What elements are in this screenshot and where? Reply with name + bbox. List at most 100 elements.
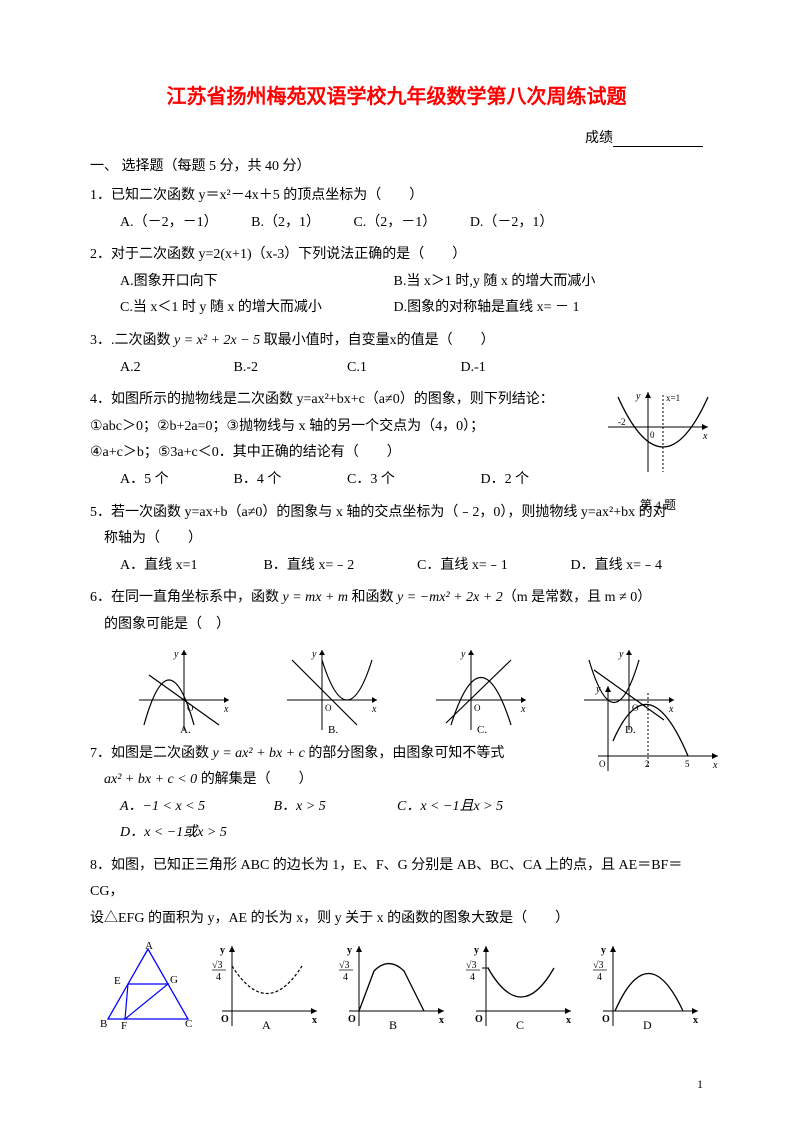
- svg-text:-2: -2: [618, 417, 626, 427]
- svg-text:C: C: [516, 1018, 524, 1031]
- svg-text:C.: C.: [477, 724, 487, 735]
- score-line: 成绩: [90, 127, 703, 147]
- score-label: 成绩: [585, 131, 613, 146]
- q6-graph-b: xy O B.: [282, 645, 382, 735]
- svg-text:4: 4: [470, 972, 475, 983]
- page-number: 1: [697, 1077, 703, 1092]
- svg-text:x: x: [312, 1015, 317, 1026]
- q3-stem: 3．.二次函数 y = x² + 2x − 5 取最小值时，自变量x的值是（ ）: [90, 328, 703, 355]
- svg-text:O: O: [348, 1014, 356, 1025]
- q2-opt-c: C.当 x＜1 时 y 随 x 的增大而减小: [120, 295, 350, 322]
- question-4: 4．如图所示的抛物线是二次函数 y=ax²+bx+c（a≠0）的图象，则下列结论…: [90, 387, 703, 493]
- svg-text:4: 4: [343, 972, 348, 983]
- svg-text:x: x: [566, 1015, 571, 1026]
- svg-text:x: x: [693, 1015, 698, 1026]
- svg-text:O: O: [475, 1014, 483, 1025]
- q2-opt-a: A.图象开口向下: [120, 269, 350, 296]
- svg-text:C: C: [185, 1018, 192, 1030]
- q5-opt-d: D．直线 x=﹣4: [571, 553, 663, 580]
- q4-graph-svg: x y x=1 -2 0: [603, 387, 713, 487]
- svg-text:O: O: [221, 1014, 229, 1025]
- q8-graph-c: x y O √34 C: [466, 941, 576, 1031]
- q7-opt-b: B．x > 5: [274, 794, 364, 821]
- svg-text:√3: √3: [593, 960, 604, 971]
- svg-text:A: A: [262, 1018, 271, 1031]
- svg-text:x: x: [702, 431, 708, 442]
- q3-pre: 3．.二次函数: [90, 333, 174, 348]
- svg-text:E: E: [114, 975, 121, 987]
- q7-line2-post: 的解集是（ ）: [197, 772, 313, 787]
- q8-figure-row: A B C E F G x y O √34 A x: [100, 941, 703, 1031]
- q6-graph-c: xy O C.: [431, 645, 531, 735]
- q5-opt-a: A．直线 x=1: [120, 553, 230, 580]
- q7-pre: 7．如图是二次函数: [90, 746, 213, 761]
- q5-options: A．直线 x=1 B．直线 x=﹣2 C．直线 x=﹣1 D．直线 x=﹣4: [120, 553, 703, 580]
- q7-options: A．−1 < x < 5 B．x > 5 C．x < −1且x > 5 D．x …: [120, 794, 703, 847]
- q1-opt-a: A.（－2，－1）: [120, 210, 218, 237]
- svg-text:y: y: [635, 391, 641, 402]
- q2-opt-b: B.当 x＞1 时,y 随 x 的增大而减小: [394, 269, 596, 296]
- q6-math1: y = mx + m: [283, 590, 349, 605]
- svg-text:B.: B.: [328, 724, 338, 735]
- q6-mid: 和函数: [348, 590, 397, 605]
- svg-text:0: 0: [650, 430, 655, 440]
- svg-text:x: x: [439, 1015, 444, 1026]
- q6-math2: y = −mx² + 2x + 2: [397, 590, 503, 605]
- svg-text:y: y: [311, 649, 317, 660]
- q3-options: A.2 B.-2 C.1 D.-1: [120, 355, 703, 382]
- q1-opt-c: C.（2，－1）: [353, 210, 436, 237]
- q5-opt-b: B．直线 x=﹣2: [264, 553, 384, 580]
- q3-opt-c: C.1: [347, 355, 427, 382]
- q7-opt-c: C．x < −1且x > 5: [397, 794, 537, 821]
- page: 江苏省扬州梅苑双语学校九年级数学第八次周练试题 成绩 一、 选择题（每题 5 分…: [0, 0, 793, 1122]
- q2-options-row2: C.当 x＜1 时 y 随 x 的增大而减小 D.图象的对称轴是直线 x= － …: [120, 295, 703, 322]
- q6-line2: 的图象可能是（ ）: [104, 612, 703, 639]
- svg-text:B: B: [389, 1018, 397, 1031]
- q5-line1: 5．若一次函数 y=ax+b（a≠0）的图象与 x 轴的交点坐标为（﹣2，0），…: [90, 500, 703, 527]
- q7-figure: x y O 2 5: [593, 681, 723, 776]
- svg-text:√3: √3: [212, 960, 223, 971]
- svg-text:y: y: [601, 945, 606, 956]
- q6-line1: 6．在同一直角坐标系中，函数 y = mx + m 和函数 y = −mx² +…: [90, 585, 703, 612]
- svg-text:G: G: [170, 974, 178, 986]
- svg-text:x: x: [223, 704, 229, 715]
- svg-text:√3: √3: [466, 960, 477, 971]
- question-2: 2．对于二次函数 y=2(x+1)（x-3）下列说法正确的是（ ） A.图象开口…: [90, 242, 703, 322]
- q4-opt-b: B．4 个: [234, 467, 314, 494]
- svg-text:y: y: [220, 945, 225, 956]
- q7-math1: y = ax² + bx + c: [213, 746, 305, 761]
- q5-line2: 称轴为（ ）: [104, 526, 703, 553]
- q8-graph-d: xy O √34 D: [593, 941, 703, 1031]
- q4-opt-d: D．2 个: [481, 467, 530, 494]
- q7-math2: ax² + bx + c < 0: [104, 772, 197, 787]
- score-blank: [613, 132, 703, 147]
- svg-text:y: y: [173, 649, 179, 660]
- section-1-heading: 一、 选择题（每题 5 分，共 40 分）: [90, 155, 703, 175]
- svg-text:4: 4: [597, 972, 602, 983]
- svg-text:F: F: [121, 1020, 127, 1031]
- q4-opt-c: C．3 个: [347, 467, 447, 494]
- q3-opt-d: D.-1: [461, 355, 486, 382]
- q8-line2: 设△EFG 的面积为 y，AE 的长为 x，则 y 关于 x 的函数的图象大致是…: [90, 906, 703, 933]
- svg-text:O: O: [602, 1014, 610, 1025]
- svg-text:y: y: [618, 649, 624, 660]
- q4-figure: x y x=1 -2 0 第 4 题: [603, 387, 713, 487]
- svg-text:y: y: [474, 945, 479, 956]
- q6-pre: 6．在同一直角坐标系中，函数: [90, 590, 283, 605]
- svg-text:x=1: x=1: [666, 393, 680, 403]
- svg-text:x: x: [520, 704, 526, 715]
- q7-post: 的部分图象，由图象可知不等式: [305, 746, 505, 761]
- svg-text:O: O: [325, 703, 332, 713]
- q4-opt-a: A．5 个: [120, 467, 200, 494]
- q7-opt-a: A．−1 < x < 5: [120, 794, 240, 821]
- svg-text:y: y: [595, 684, 601, 695]
- svg-text:y: y: [460, 649, 466, 660]
- q1-options: A.（－2，－1） B.（2，1） C.（2，－1） D.（－2，1）: [120, 210, 703, 237]
- q8-triangle: A B C E F G: [100, 941, 195, 1031]
- question-7: x y O 2 5 7．如图是二次函数 y = ax² + bx + c 的部分…: [90, 741, 703, 847]
- svg-text:A: A: [145, 941, 153, 952]
- q5-opt-c: C．直线 x=﹣1: [417, 553, 537, 580]
- q2-stem: 2．对于二次函数 y=2(x+1)（x-3）下列说法正确的是（ ）: [90, 242, 703, 269]
- svg-text:5: 5: [685, 759, 690, 769]
- svg-text:O: O: [599, 759, 606, 769]
